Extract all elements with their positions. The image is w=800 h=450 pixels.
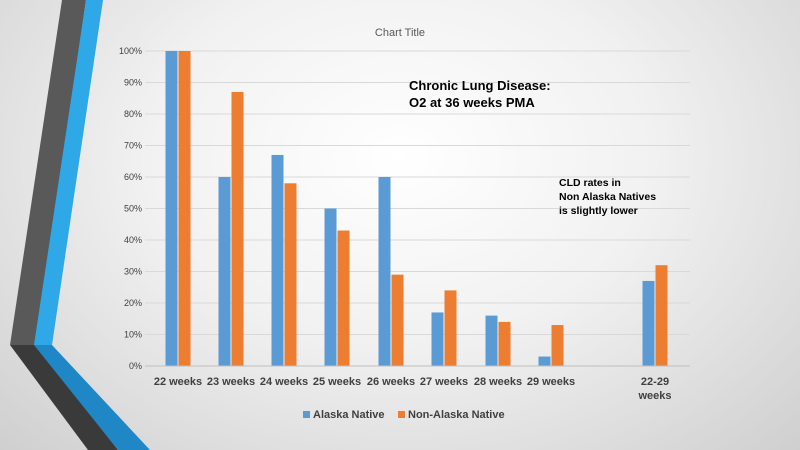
y-tick-label: 70%	[124, 141, 142, 151]
annotation-title-line2: O2 at 36 weeks PMA	[409, 95, 535, 110]
legend-label-alaska-native: Alaska Native	[313, 409, 385, 421]
y-tick-label: 90%	[124, 78, 142, 88]
y-tick-label: 50%	[124, 204, 142, 214]
y-tick-label: 20%	[124, 298, 142, 308]
x-tick-label: 23 weeks	[207, 376, 255, 388]
x-tick-label: 22-29	[641, 376, 669, 388]
bar	[444, 290, 457, 366]
bar	[324, 208, 337, 366]
y-tick-label: 10%	[124, 330, 142, 340]
legend-label-non-alaska-native: Non-Alaska Native	[408, 409, 505, 421]
y-tick-label: 80%	[124, 109, 142, 119]
y-tick-label: 0%	[129, 361, 142, 371]
legend-swatch-alaska-native	[303, 411, 310, 418]
bar	[284, 183, 297, 366]
bar	[551, 325, 564, 366]
bar	[218, 177, 231, 366]
x-tick-label: 29 weeks	[527, 376, 575, 388]
x-tick-label: 28 weeks	[474, 376, 522, 388]
bar	[538, 356, 551, 366]
bar	[431, 312, 444, 366]
annotation-note-line2: Non Alaska Natives	[559, 191, 656, 203]
y-tick-label: 40%	[124, 235, 142, 245]
bar	[178, 51, 191, 366]
y-tick-label: 30%	[124, 267, 142, 277]
x-tick-label: 27 weeks	[420, 376, 468, 388]
bar	[642, 280, 655, 366]
y-tick-label: 100%	[119, 46, 142, 56]
bar	[391, 274, 404, 366]
x-axis: 22 weeks 23 weeks 24 weeks 25 weeks 26 weeks…	[145, 365, 690, 402]
x-tick-label: 22 weeks	[154, 376, 202, 388]
dark-lower-stripe	[10, 345, 118, 450]
dark-slash-stripe	[10, 0, 86, 345]
bar	[655, 265, 668, 366]
bars	[165, 51, 668, 366]
blue-lower-stripe	[34, 345, 150, 450]
chart-title: Chart Title	[375, 27, 425, 39]
bar	[231, 91, 244, 366]
x-tick-label: weeks	[637, 390, 671, 402]
legend-swatch-non-alaska-native	[398, 411, 405, 418]
annotation-note-line3: is slightly lower	[559, 205, 638, 217]
x-tick-label: 24 weeks	[260, 376, 308, 388]
blue-slash-stripe	[34, 0, 103, 345]
legend: Alaska Native Non-Alaska Native	[303, 409, 505, 421]
x-tick-label: 26 weeks	[367, 376, 415, 388]
bar	[271, 154, 284, 366]
x-tick-label: 25 weeks	[313, 376, 361, 388]
bar	[378, 177, 391, 366]
bar	[485, 315, 498, 366]
bar	[165, 51, 178, 366]
y-tick-label: 60%	[124, 172, 142, 182]
bar	[337, 230, 350, 366]
bar	[498, 321, 511, 366]
annotation-note-line1: CLD rates in	[559, 177, 621, 189]
y-axis: 0% 10% 20% 30% 40% 50% 60% 70% 80% 90% 100%	[119, 46, 142, 371]
annotation-title-line1: Chronic Lung Disease:	[409, 78, 551, 93]
